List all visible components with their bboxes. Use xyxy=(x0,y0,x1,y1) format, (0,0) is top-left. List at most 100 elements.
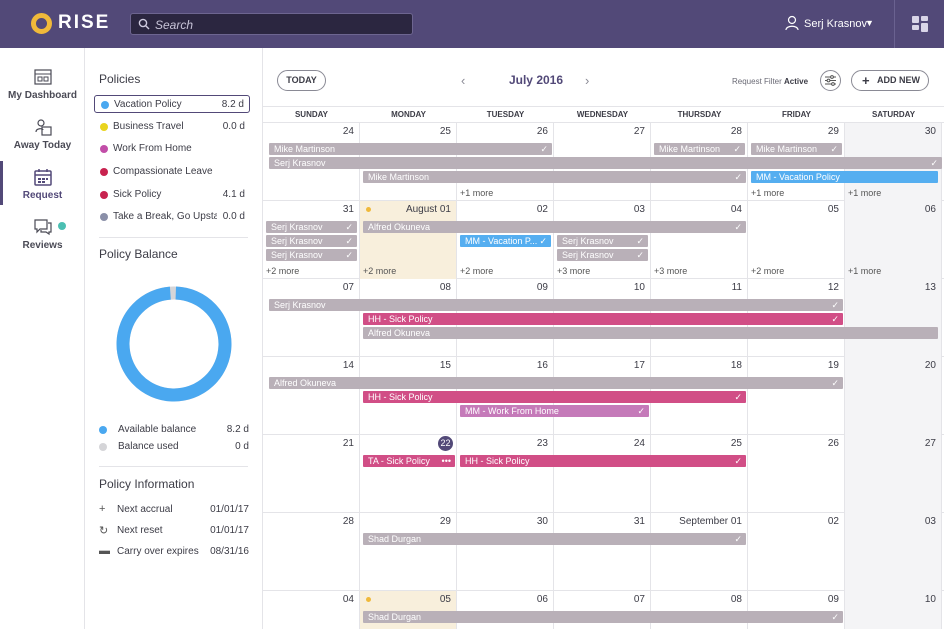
search-box[interactable]: Search xyxy=(130,13,413,35)
calendar-event[interactable]: Serj Krasnov ✓ xyxy=(266,235,357,247)
policy-item[interactable]: Work From Home xyxy=(94,140,250,158)
nav-reviews[interactable]: Reviews xyxy=(0,216,85,264)
day-number: 11 xyxy=(731,282,742,293)
more-link[interactable]: +3 more xyxy=(557,266,591,276)
chevron-left-icon[interactable]: ‹ xyxy=(461,73,466,88)
calendar-event[interactable]: Serj Krasnov ✓ xyxy=(266,221,357,233)
calendar-day[interactable]: September 01 xyxy=(651,513,748,591)
calendar-day[interactable]: 08 xyxy=(651,591,748,629)
policy-balance-title: Policy Balance xyxy=(99,247,178,261)
calendar-day[interactable]: 23 xyxy=(457,435,554,513)
chevron-right-icon[interactable]: › xyxy=(585,73,590,88)
calendar-day[interactable]: 04 +3 more xyxy=(651,201,748,279)
calendar-event[interactable]: Alfred Okuneva xyxy=(363,327,938,339)
check-icon: ✓ xyxy=(540,144,548,154)
calendar-event[interactable]: Mike Martinson ✓ xyxy=(269,143,552,155)
calendar-day[interactable]: 29 xyxy=(360,513,457,591)
filter-button[interactable] xyxy=(820,70,841,91)
policy-item[interactable]: Vacation Policy 8.2 d xyxy=(94,95,250,113)
calendar-day[interactable]: 28 xyxy=(263,513,360,591)
calendar-day[interactable]: 02 +2 more xyxy=(457,201,554,279)
app-logo-text[interactable]: RISE xyxy=(58,12,111,33)
policy-item[interactable]: Compassionate Leave xyxy=(94,163,250,181)
info-value: 08/31/16 xyxy=(210,546,249,557)
apps-grid-icon[interactable] xyxy=(912,16,928,32)
calendar-event[interactable]: Alfred Okuneva ✓ xyxy=(269,377,843,389)
calendar-event[interactable]: HH - Sick Policy ✓ xyxy=(460,455,746,467)
today-button[interactable]: TODAY xyxy=(277,70,326,91)
calendar-event[interactable]: MM - Vacation Policy xyxy=(751,171,938,183)
calendar-event[interactable]: Alfred Okuneva ✓ xyxy=(363,221,746,233)
calendar-day[interactable]: 05 xyxy=(360,591,457,629)
check-icon: ✓ xyxy=(831,314,839,324)
calendar-day[interactable]: 27 xyxy=(845,435,942,513)
calendar-day[interactable]: 09 xyxy=(748,591,845,629)
calendar-event[interactable]: Serj Krasnov ✓ xyxy=(269,299,843,311)
calendar-day[interactable]: 31 xyxy=(554,513,651,591)
event-label: Serj Krasnov xyxy=(271,222,323,232)
calendar-day[interactable]: 05 +2 more xyxy=(748,201,845,279)
calendar-day[interactable]: 03 xyxy=(845,513,942,591)
today-badge: 22 xyxy=(438,436,453,451)
more-options-icon[interactable]: ••• xyxy=(441,456,451,466)
calendar-day[interactable]: 20 xyxy=(845,357,942,435)
month-title: July 2016 xyxy=(508,73,564,87)
policy-item[interactable]: Sick Policy 4.1 d xyxy=(94,186,250,204)
more-link[interactable]: +3 more xyxy=(654,266,688,276)
calendar-day[interactable]: 10 xyxy=(845,591,942,629)
more-link[interactable]: +1 more xyxy=(848,266,882,276)
calendar-event[interactable]: HH - Sick Policy ✓ xyxy=(363,391,746,403)
calendar-day[interactable]: 21 xyxy=(263,435,360,513)
calendar-event[interactable]: Serj Krasnov ✓ xyxy=(269,157,942,169)
rise-logo-icon[interactable] xyxy=(31,13,52,34)
policy-item[interactable]: Take a Break, Go Upstairs 0.0 d xyxy=(94,208,250,226)
calendar-day[interactable]: 13 xyxy=(845,279,942,357)
more-link[interactable]: +2 more xyxy=(460,266,494,276)
calendar-day[interactable]: 30 xyxy=(457,513,554,591)
more-link[interactable]: +2 more xyxy=(751,266,785,276)
calendar-event[interactable]: Serj Krasnov ✓ xyxy=(557,249,648,261)
calendar-day[interactable]: 18 xyxy=(651,357,748,435)
calendar-day[interactable]: 06 xyxy=(457,591,554,629)
more-link[interactable]: +1 more xyxy=(751,188,785,198)
calendar-day[interactable]: 07 xyxy=(554,591,651,629)
calendar-day[interactable]: 02 xyxy=(748,513,845,591)
calendar-day[interactable]: 24 xyxy=(554,435,651,513)
nav-request[interactable]: Request xyxy=(0,166,85,214)
calendar-day[interactable]: 12 xyxy=(748,279,845,357)
nav-away-today[interactable]: Away Today xyxy=(0,116,85,164)
nav-my-dashboard[interactable]: My Dashboard xyxy=(0,66,85,114)
active-indicator xyxy=(0,161,3,205)
more-link[interactable]: +2 more xyxy=(363,266,397,276)
policy-item[interactable]: Business Travel 0.0 d xyxy=(94,118,250,136)
calendar-event[interactable]: MM - Vacation P... ✓ xyxy=(460,235,551,247)
calendar-day[interactable]: 25 xyxy=(651,435,748,513)
more-link[interactable]: +2 more xyxy=(266,266,300,276)
calendar-event[interactable]: Shad Durgan ✓ xyxy=(363,533,746,545)
calendar-event[interactable]: TA - Sick Policy ••• xyxy=(363,455,455,467)
calendar-day[interactable]: 31 +2 more xyxy=(263,201,360,279)
search-input[interactable]: Search xyxy=(155,18,194,32)
calendar-event[interactable]: HH - Sick Policy ✓ xyxy=(363,313,843,325)
calendar-event[interactable]: Mike Martinson ✓ xyxy=(654,143,745,155)
calendar-event[interactable]: Mike Martinson ✓ xyxy=(751,143,842,155)
calendar-day[interactable]: 04 xyxy=(263,591,360,629)
calendar-day[interactable]: 03 +3 more xyxy=(554,201,651,279)
calendar-event[interactable]: Shad Durgan ✓ xyxy=(363,611,843,623)
calendar-day[interactable]: 26 xyxy=(748,435,845,513)
calendar-event[interactable]: Serj Krasnov ✓ xyxy=(266,249,357,261)
calendar-day[interactable]: 22 xyxy=(360,435,457,513)
calendar-day[interactable]: August 01 +2 more xyxy=(360,201,457,279)
calendar-event[interactable]: MM - Work From Home ✓ xyxy=(460,405,649,417)
calendar-day[interactable]: 14 xyxy=(263,357,360,435)
more-link[interactable]: +1 more xyxy=(848,188,882,198)
add-new-button[interactable]: + ADD NEW xyxy=(851,70,929,91)
calendar-event[interactable]: Serj Krasnov ✓ xyxy=(557,235,648,247)
check-icon: ✓ xyxy=(734,456,742,466)
calendar-event[interactable]: Mike Martinson ✓ xyxy=(363,171,746,183)
calendar-day[interactable]: 06 +1 more xyxy=(845,201,942,279)
calendar-day[interactable]: 07 xyxy=(263,279,360,357)
more-link[interactable]: +1 more xyxy=(460,188,494,198)
carry-over-icon: ▬ xyxy=(99,545,110,557)
calendar-day[interactable]: 19 xyxy=(748,357,845,435)
